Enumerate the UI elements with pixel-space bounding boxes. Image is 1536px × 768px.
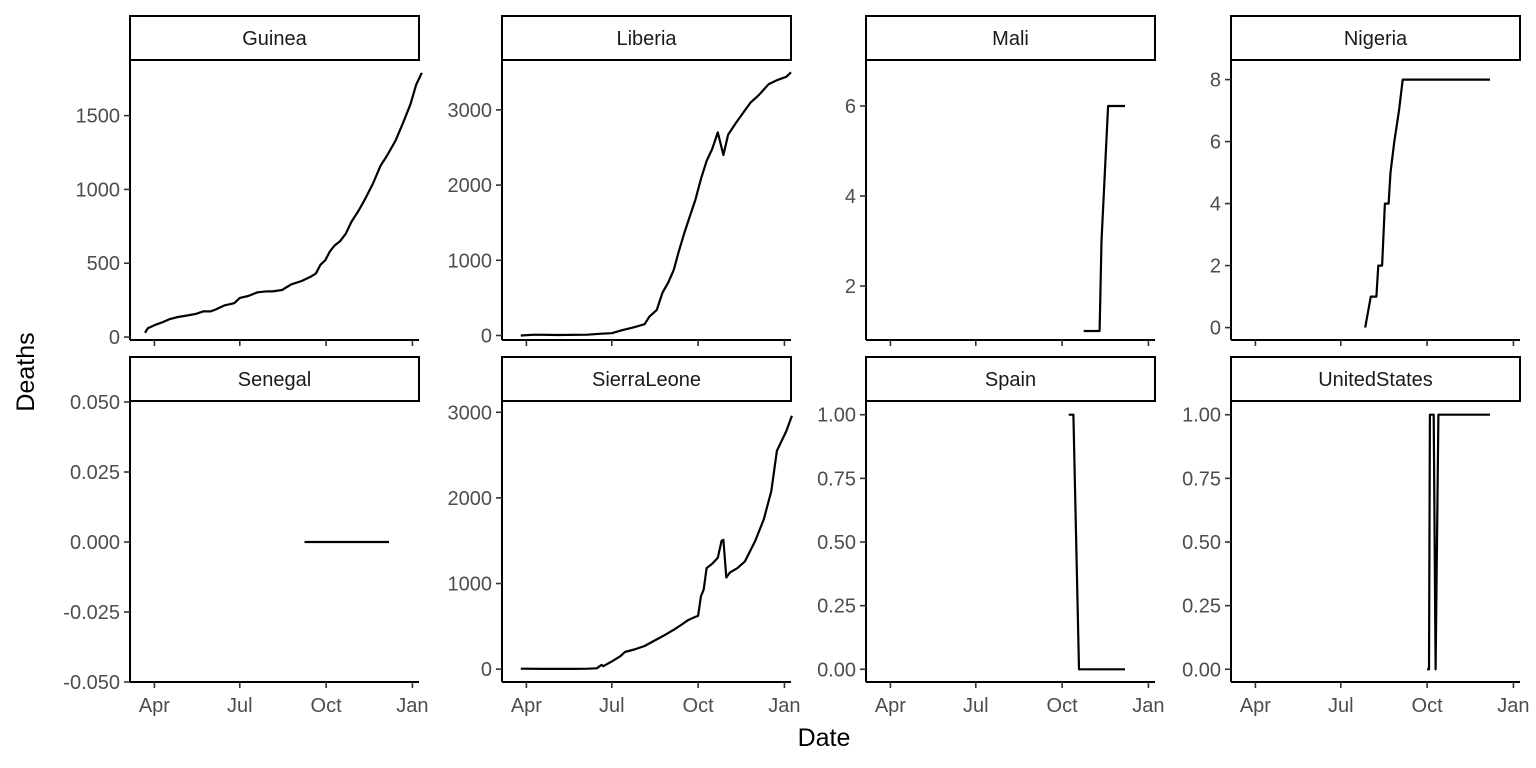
- facet-strip: [1230, 356, 1521, 402]
- x-tick-label: Jan: [1132, 695, 1164, 717]
- y-tick-label: 0.75: [1182, 468, 1221, 490]
- facet-strip: [865, 356, 1156, 402]
- facet-strip: [501, 356, 792, 402]
- facet-panel-unitedstates: UnitedStates 0.00 0.25 0.50 0.75 1.00 Apr Jul Oc…: [1182, 356, 1530, 717]
- y-tick-label: 1000: [448, 250, 493, 272]
- y-tick-label: 2: [845, 276, 856, 298]
- series-line-nigeria: [1364, 78, 1490, 328]
- series-line-mali: [1083, 104, 1125, 333]
- y-tick-label: 3000: [448, 402, 493, 424]
- y-tick-label: 0.000: [70, 532, 120, 554]
- facet-strip: [501, 15, 792, 61]
- y-tick-label: 8: [1210, 70, 1221, 92]
- facet-panels: Guinea 0 500 1000 1500 Liberia 0 1000 2000 3000 Ma…: [63, 15, 1530, 717]
- x-tick-label: Jul: [1328, 695, 1354, 717]
- x-tick-label: Jan: [396, 695, 428, 717]
- facet-strip-label: UnitedStates: [1318, 369, 1433, 391]
- y-tick-label: 500: [87, 253, 120, 275]
- facet-strip: [1230, 15, 1521, 61]
- y-tick-label: 0.00: [1182, 659, 1221, 681]
- y-tick-label: 0: [481, 659, 492, 681]
- facet-panel-nigeria: Nigeria 0 2 4 6 8: [1210, 15, 1521, 346]
- x-tick-label: Apr: [1240, 695, 1271, 717]
- y-tick-label: 0: [109, 327, 120, 349]
- y-tick-label: 1.00: [1182, 405, 1221, 427]
- y-tick-label: 6: [845, 96, 856, 118]
- y-tick-label: 0.75: [817, 468, 856, 490]
- y-axis-title: Deaths: [12, 332, 40, 411]
- y-tick-label: 0.25: [1182, 596, 1221, 618]
- facet-strip-label: Liberia: [616, 28, 677, 50]
- y-tick-label: 2: [1210, 256, 1221, 278]
- facet-strip: [129, 15, 420, 61]
- y-tick-label: 1000: [76, 179, 121, 201]
- x-tick-label: Oct: [683, 695, 715, 717]
- facet-panel-sierraleone: SierraLeone 0 1000 2000 3000 Apr Jul Oct Jan: [448, 356, 801, 717]
- facet-strip-label: SierraLeone: [592, 369, 701, 391]
- y-tick-label: 0.50: [1182, 532, 1221, 554]
- series-line-liberia: [520, 71, 792, 337]
- y-tick-label: 0.25: [817, 596, 856, 618]
- y-tick-label: 0.025: [70, 462, 120, 484]
- y-tick-label: 4: [845, 186, 856, 208]
- x-tick-label: Jul: [227, 695, 253, 717]
- y-tick-label: -0.025: [63, 602, 120, 624]
- y-tick-label: 0.050: [70, 392, 120, 414]
- facet-strip-label: Senegal: [238, 369, 311, 391]
- y-tick-label: 0: [1210, 318, 1221, 340]
- x-axis-title: Date: [798, 724, 851, 752]
- facet-strip-label: Guinea: [242, 28, 307, 50]
- series-line-sierraleone: [520, 415, 793, 670]
- x-tick-label: Apr: [511, 695, 542, 717]
- facet-strip: [865, 15, 1156, 61]
- facet-panel-mali: Mali 2 4 6: [845, 15, 1156, 346]
- y-tick-label: 4: [1210, 194, 1221, 216]
- facet-panel-spain: Spain 0.00 0.25 0.50 0.75 1.00 Apr Jul Oct Jan: [817, 356, 1165, 717]
- x-tick-label: Oct: [1412, 695, 1444, 717]
- x-tick-label: Jan: [1497, 695, 1529, 717]
- facet-strip: [129, 356, 420, 402]
- x-tick-label: Apr: [875, 695, 906, 717]
- y-tick-label: 2000: [448, 175, 493, 197]
- x-tick-label: Jul: [963, 695, 989, 717]
- y-tick-label: 1500: [76, 106, 121, 128]
- x-tick-label: Jul: [599, 695, 625, 717]
- series-line-spain: [1068, 413, 1125, 671]
- series-line-unitedstates: [1427, 413, 1490, 671]
- x-tick-label: Oct: [311, 695, 343, 717]
- y-tick-label: 1000: [448, 574, 493, 596]
- y-tick-label: 0.50: [817, 532, 856, 554]
- series-line-guinea: [144, 72, 423, 334]
- facet-panel-guinea: Guinea 0 500 1000 1500: [76, 15, 423, 349]
- x-tick-label: Apr: [139, 695, 170, 717]
- y-tick-label: 0.00: [817, 659, 856, 681]
- facet-panel-liberia: Liberia 0 1000 2000 3000: [448, 15, 792, 347]
- y-tick-label: 6: [1210, 132, 1221, 154]
- y-tick-label: 0: [481, 325, 492, 347]
- y-tick-label: -0.050: [63, 672, 120, 694]
- facet-strip-label: Spain: [985, 369, 1036, 391]
- y-tick-label: 2000: [448, 488, 493, 510]
- x-tick-label: Jan: [768, 695, 800, 717]
- y-tick-label: 3000: [448, 100, 493, 122]
- y-tick-label: 1.00: [817, 405, 856, 427]
- facet-strip-label: Nigeria: [1344, 28, 1408, 50]
- facet-strip-label: Mali: [992, 28, 1029, 50]
- facet-panel-senegal: Senegal -0.050 -0.025 0.000 0.025 0.050 Apr Jul…: [63, 356, 429, 717]
- x-tick-label: Oct: [1047, 695, 1079, 717]
